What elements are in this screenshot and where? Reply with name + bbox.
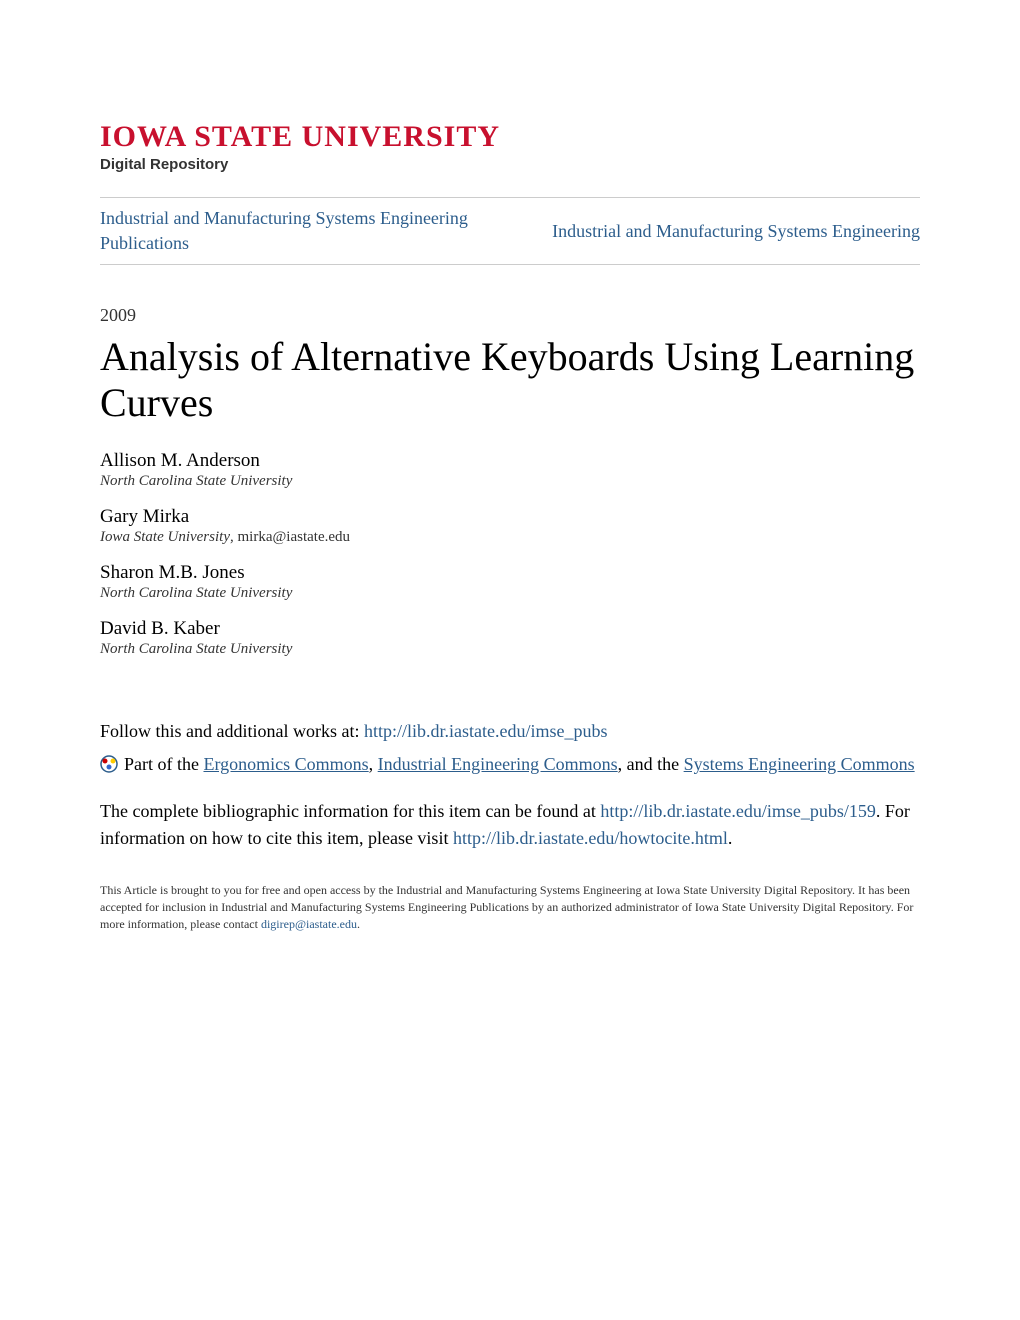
network-icon bbox=[100, 754, 118, 772]
publication-year: 2009 bbox=[100, 305, 920, 326]
author-name: Gary Mirka bbox=[100, 506, 920, 528]
author-affiliation-line: North Carolina State University bbox=[100, 640, 920, 658]
bibliographic-info: The complete bibliographic information f… bbox=[100, 798, 920, 852]
footer-text: . bbox=[357, 917, 360, 931]
author-affiliation: Iowa State University bbox=[100, 529, 230, 545]
author-affiliation-line: North Carolina State University bbox=[100, 472, 920, 490]
paper-title: Analysis of Alternative Keyboards Using … bbox=[100, 334, 920, 426]
footer-note: This Article is brought to you for free … bbox=[100, 882, 920, 932]
partof-prefix: Part of the bbox=[124, 754, 203, 774]
logo-block: IOWA STATE UNIVERSITY Digital Repository bbox=[100, 120, 920, 173]
author-affiliation: North Carolina State University bbox=[100, 641, 292, 657]
author-name: Sharon M.B. Jones bbox=[100, 562, 920, 584]
industrial-engineering-commons-link[interactable]: Industrial Engineering Commons bbox=[378, 754, 618, 774]
contact-email-link[interactable]: digirep@iastate.edu bbox=[261, 917, 357, 931]
biblio-url-link[interactable]: http://lib.dr.iastate.edu/imse_pubs/159 bbox=[600, 801, 875, 821]
follow-url-link[interactable]: http://lib.dr.iastate.edu/imse_pubs bbox=[364, 721, 607, 741]
author-email: , mirka@iastate.edu bbox=[230, 529, 350, 545]
howtocite-link[interactable]: http://lib.dr.iastate.edu/howtocite.html bbox=[453, 828, 728, 848]
author-block: David B. Kaber North Carolina State Univ… bbox=[100, 618, 920, 658]
department-link[interactable]: Industrial and Manufacturing Systems Eng… bbox=[552, 221, 920, 242]
author-affiliation: North Carolina State University bbox=[100, 585, 292, 601]
repository-label: Digital Repository bbox=[100, 156, 920, 173]
author-block: Sharon M.B. Jones North Carolina State U… bbox=[100, 562, 920, 602]
author-block: Gary Mirka Iowa State University, mirka@… bbox=[100, 506, 920, 546]
author-affiliation-line: North Carolina State University bbox=[100, 584, 920, 602]
systems-engineering-commons-link[interactable]: Systems Engineering Commons bbox=[684, 754, 915, 774]
biblio-text: . bbox=[728, 828, 733, 848]
author-name: David B. Kaber bbox=[100, 618, 920, 640]
author-block: Allison M. Anderson North Carolina State… bbox=[100, 450, 920, 490]
university-name: IOWA STATE UNIVERSITY bbox=[100, 120, 920, 154]
partof-line: Part of the Ergonomics Commons, Industri… bbox=[100, 751, 920, 778]
footer-text: This Article is brought to you for free … bbox=[100, 883, 913, 931]
breadcrumb-row: Industrial and Manufacturing Systems Eng… bbox=[100, 197, 920, 265]
follow-section: Follow this and additional works at: htt… bbox=[100, 718, 920, 932]
ergonomics-commons-link[interactable]: Ergonomics Commons bbox=[203, 754, 368, 774]
partof-text: Part of the Ergonomics Commons, Industri… bbox=[124, 751, 920, 778]
author-name: Allison M. Anderson bbox=[100, 450, 920, 472]
partof-sep: , and the bbox=[618, 754, 684, 774]
author-affiliation: North Carolina State University bbox=[100, 473, 292, 489]
follow-prefix: Follow this and additional works at: bbox=[100, 721, 364, 741]
partof-sep: , bbox=[369, 754, 378, 774]
follow-line: Follow this and additional works at: htt… bbox=[100, 718, 920, 745]
collection-link[interactable]: Industrial and Manufacturing Systems Eng… bbox=[100, 206, 494, 256]
author-affiliation-line: Iowa State University, mirka@iastate.edu bbox=[100, 528, 920, 546]
biblio-text: The complete bibliographic information f… bbox=[100, 801, 600, 821]
